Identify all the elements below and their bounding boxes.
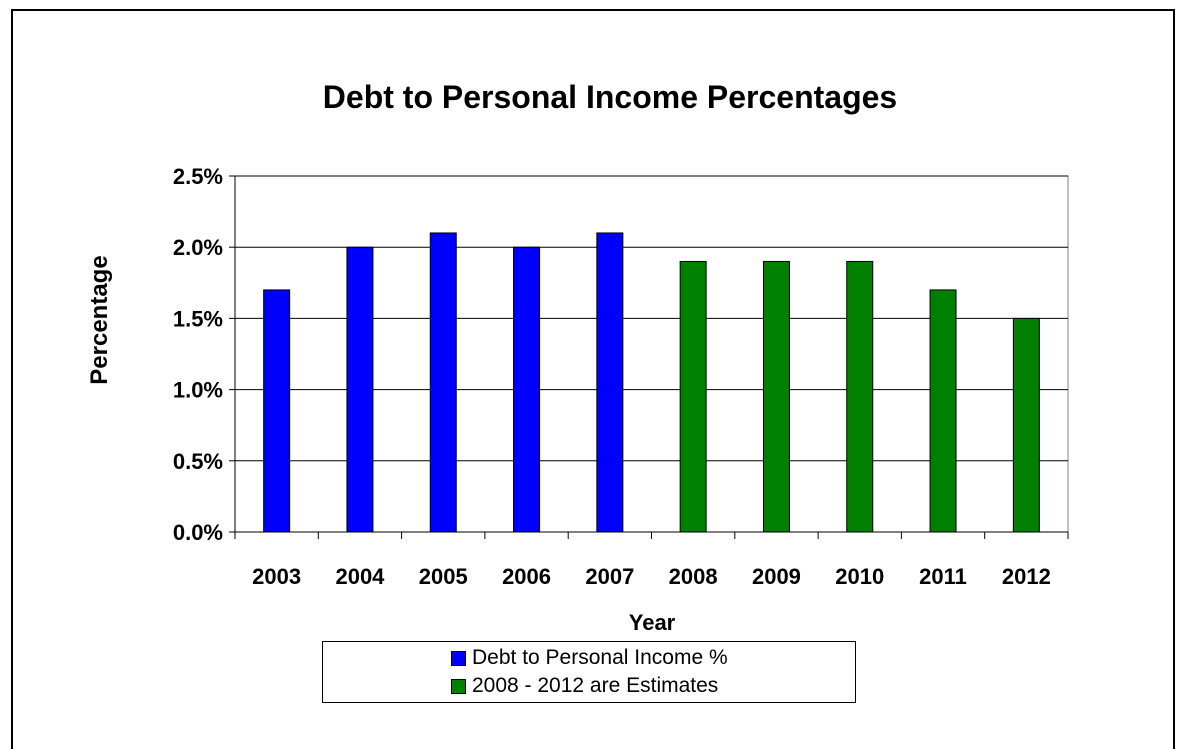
bar-2006 — [513, 246, 541, 533]
x-tick-label: 2012 — [1002, 564, 1051, 589]
chart-title: Debt to Personal Income Percentages — [323, 79, 897, 115]
legend-swatch-estimate — [451, 678, 466, 694]
bar-2007 — [596, 232, 624, 533]
bar-2004 — [346, 246, 374, 533]
bar-2009 — [762, 260, 790, 533]
legend-item-estimate: 2008 - 2012 are Estimates — [451, 673, 718, 699]
y-tick-label: 0.5% — [173, 449, 223, 474]
y-tick-label: 1.0% — [173, 378, 223, 403]
bar-2008 — [679, 260, 707, 533]
x-tick-label: 2011 — [919, 564, 967, 589]
x-tick-label: 2004 — [335, 564, 385, 589]
bar-2012 — [1012, 317, 1040, 533]
plot-area: 0.0% 0.5% 1.0% 1.5% 2.0% 2.5% 2003 2004 2005 2006… — [173, 164, 1069, 589]
x-tick-label: 2006 — [502, 564, 551, 589]
x-tick-label: 2010 — [835, 564, 884, 589]
y-tick-label: 1.5% — [173, 306, 223, 331]
x-tick-label: 2008 — [669, 564, 718, 589]
legend: Debt to Personal Income % 2008 - 2012 ar… — [322, 641, 856, 703]
x-tick-label: 2007 — [585, 564, 634, 589]
legend-label-actual: Debt to Personal Income % — [472, 646, 728, 669]
x-tick-label: 2009 — [752, 564, 801, 589]
bar-2005 — [429, 232, 457, 533]
legend-swatch-actual — [451, 650, 466, 666]
bar-2003 — [263, 289, 291, 533]
y-tick-label: 0.0% — [173, 520, 223, 545]
y-tick-label: 2.5% — [173, 164, 223, 189]
x-tick-label: 2005 — [419, 564, 468, 589]
legend-label-estimate: 2008 - 2012 are Estimates — [472, 674, 719, 697]
x-tick-label: 2003 — [252, 564, 301, 589]
bar-2010 — [846, 260, 874, 533]
y-tick-label: 2.0% — [173, 235, 223, 260]
legend-item-actual: Debt to Personal Income % — [451, 645, 728, 671]
bar-2011 — [929, 289, 957, 533]
x-axis-title: Year — [629, 610, 676, 635]
plot-background — [234, 175, 1069, 533]
y-axis-title: Percentage — [86, 255, 113, 384]
